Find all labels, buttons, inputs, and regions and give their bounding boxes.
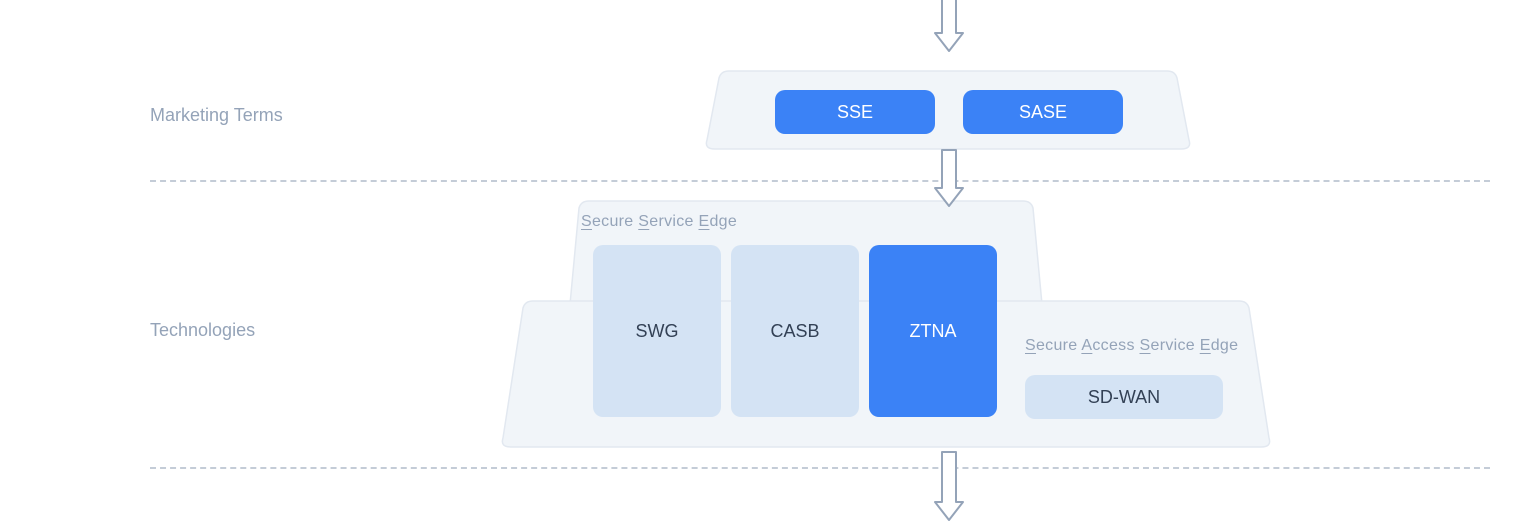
box-sse: SSE <box>775 90 935 134</box>
arrow-down-icon-3 <box>933 450 965 529</box>
box-sase: SASE <box>963 90 1123 134</box>
box-casb: CASB <box>731 245 859 417</box>
divider-1 <box>150 180 1490 182</box>
box-ztna: ZTNA <box>869 245 997 417</box>
arrow-down-icon-2 <box>933 148 965 215</box>
row-label-marketing: Marketing Terms <box>150 105 283 126</box>
arrow-down-icon-1 <box>933 0 965 60</box>
label-secure-access-service-edge: Secure Access Service Edge <box>1025 337 1238 355</box>
divider-2 <box>150 467 1490 469</box>
box-swg: SWG <box>593 245 721 417</box>
box-sdwan: SD-WAN <box>1025 375 1223 419</box>
row-label-technologies: Technologies <box>150 320 255 341</box>
label-secure-service-edge: Secure Service Edge <box>581 213 737 231</box>
diagram-stage: Marketing Terms Technologies SSE SASE SWGCAS… <box>0 0 1540 520</box>
